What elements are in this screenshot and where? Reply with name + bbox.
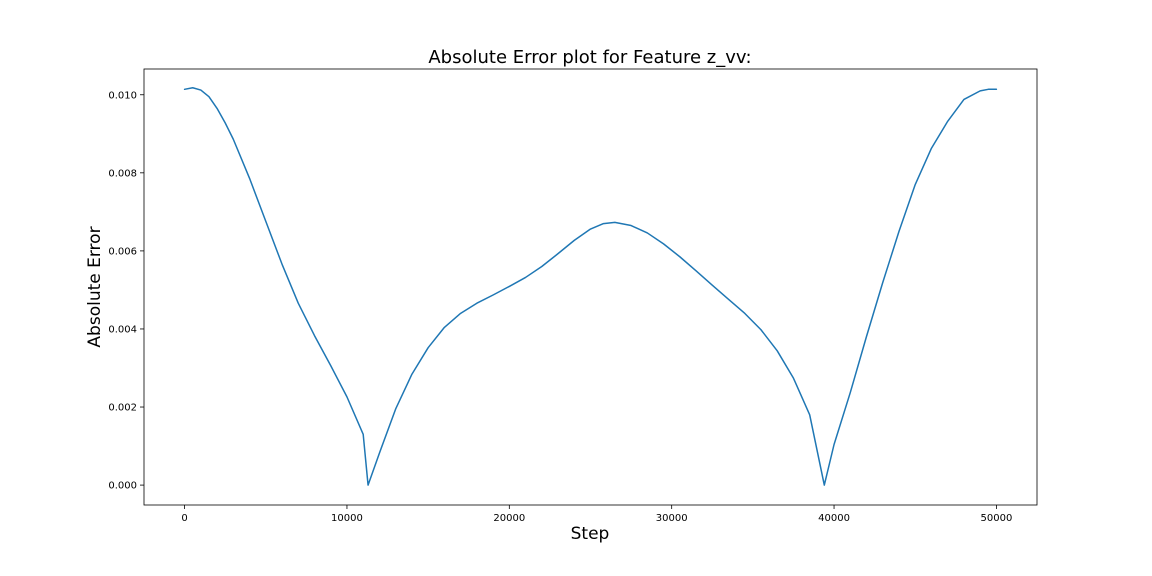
x-tick-label: 10000 <box>331 513 363 524</box>
plot-frame <box>143 68 1038 506</box>
x-tick-label: 50000 <box>981 513 1013 524</box>
y-tick-label: 0.008 <box>108 168 137 179</box>
x-tick-label: 0 <box>181 513 187 524</box>
x-axis-label: Step <box>571 524 610 544</box>
y-tick-label: 0.006 <box>108 246 137 257</box>
x-tick-label: 30000 <box>656 513 688 524</box>
x-tick-label: 20000 <box>493 513 525 524</box>
plot-area: 0 10000 20000 30000 40000 50000 0.000 0.002 0.00… <box>108 68 1038 524</box>
y-tick-label: 0.004 <box>108 324 137 335</box>
data-series-line <box>183 86 998 486</box>
chart-title: Absolute Error plot for Feature z_vv: <box>428 47 751 68</box>
y-axis-label: Absolute Error <box>85 226 105 347</box>
y-tick-label: 0.002 <box>108 403 137 414</box>
x-tick-label: 40000 <box>818 513 850 524</box>
y-tick-label: 0.010 <box>108 90 137 101</box>
y-tick-label: 0.000 <box>108 481 137 492</box>
